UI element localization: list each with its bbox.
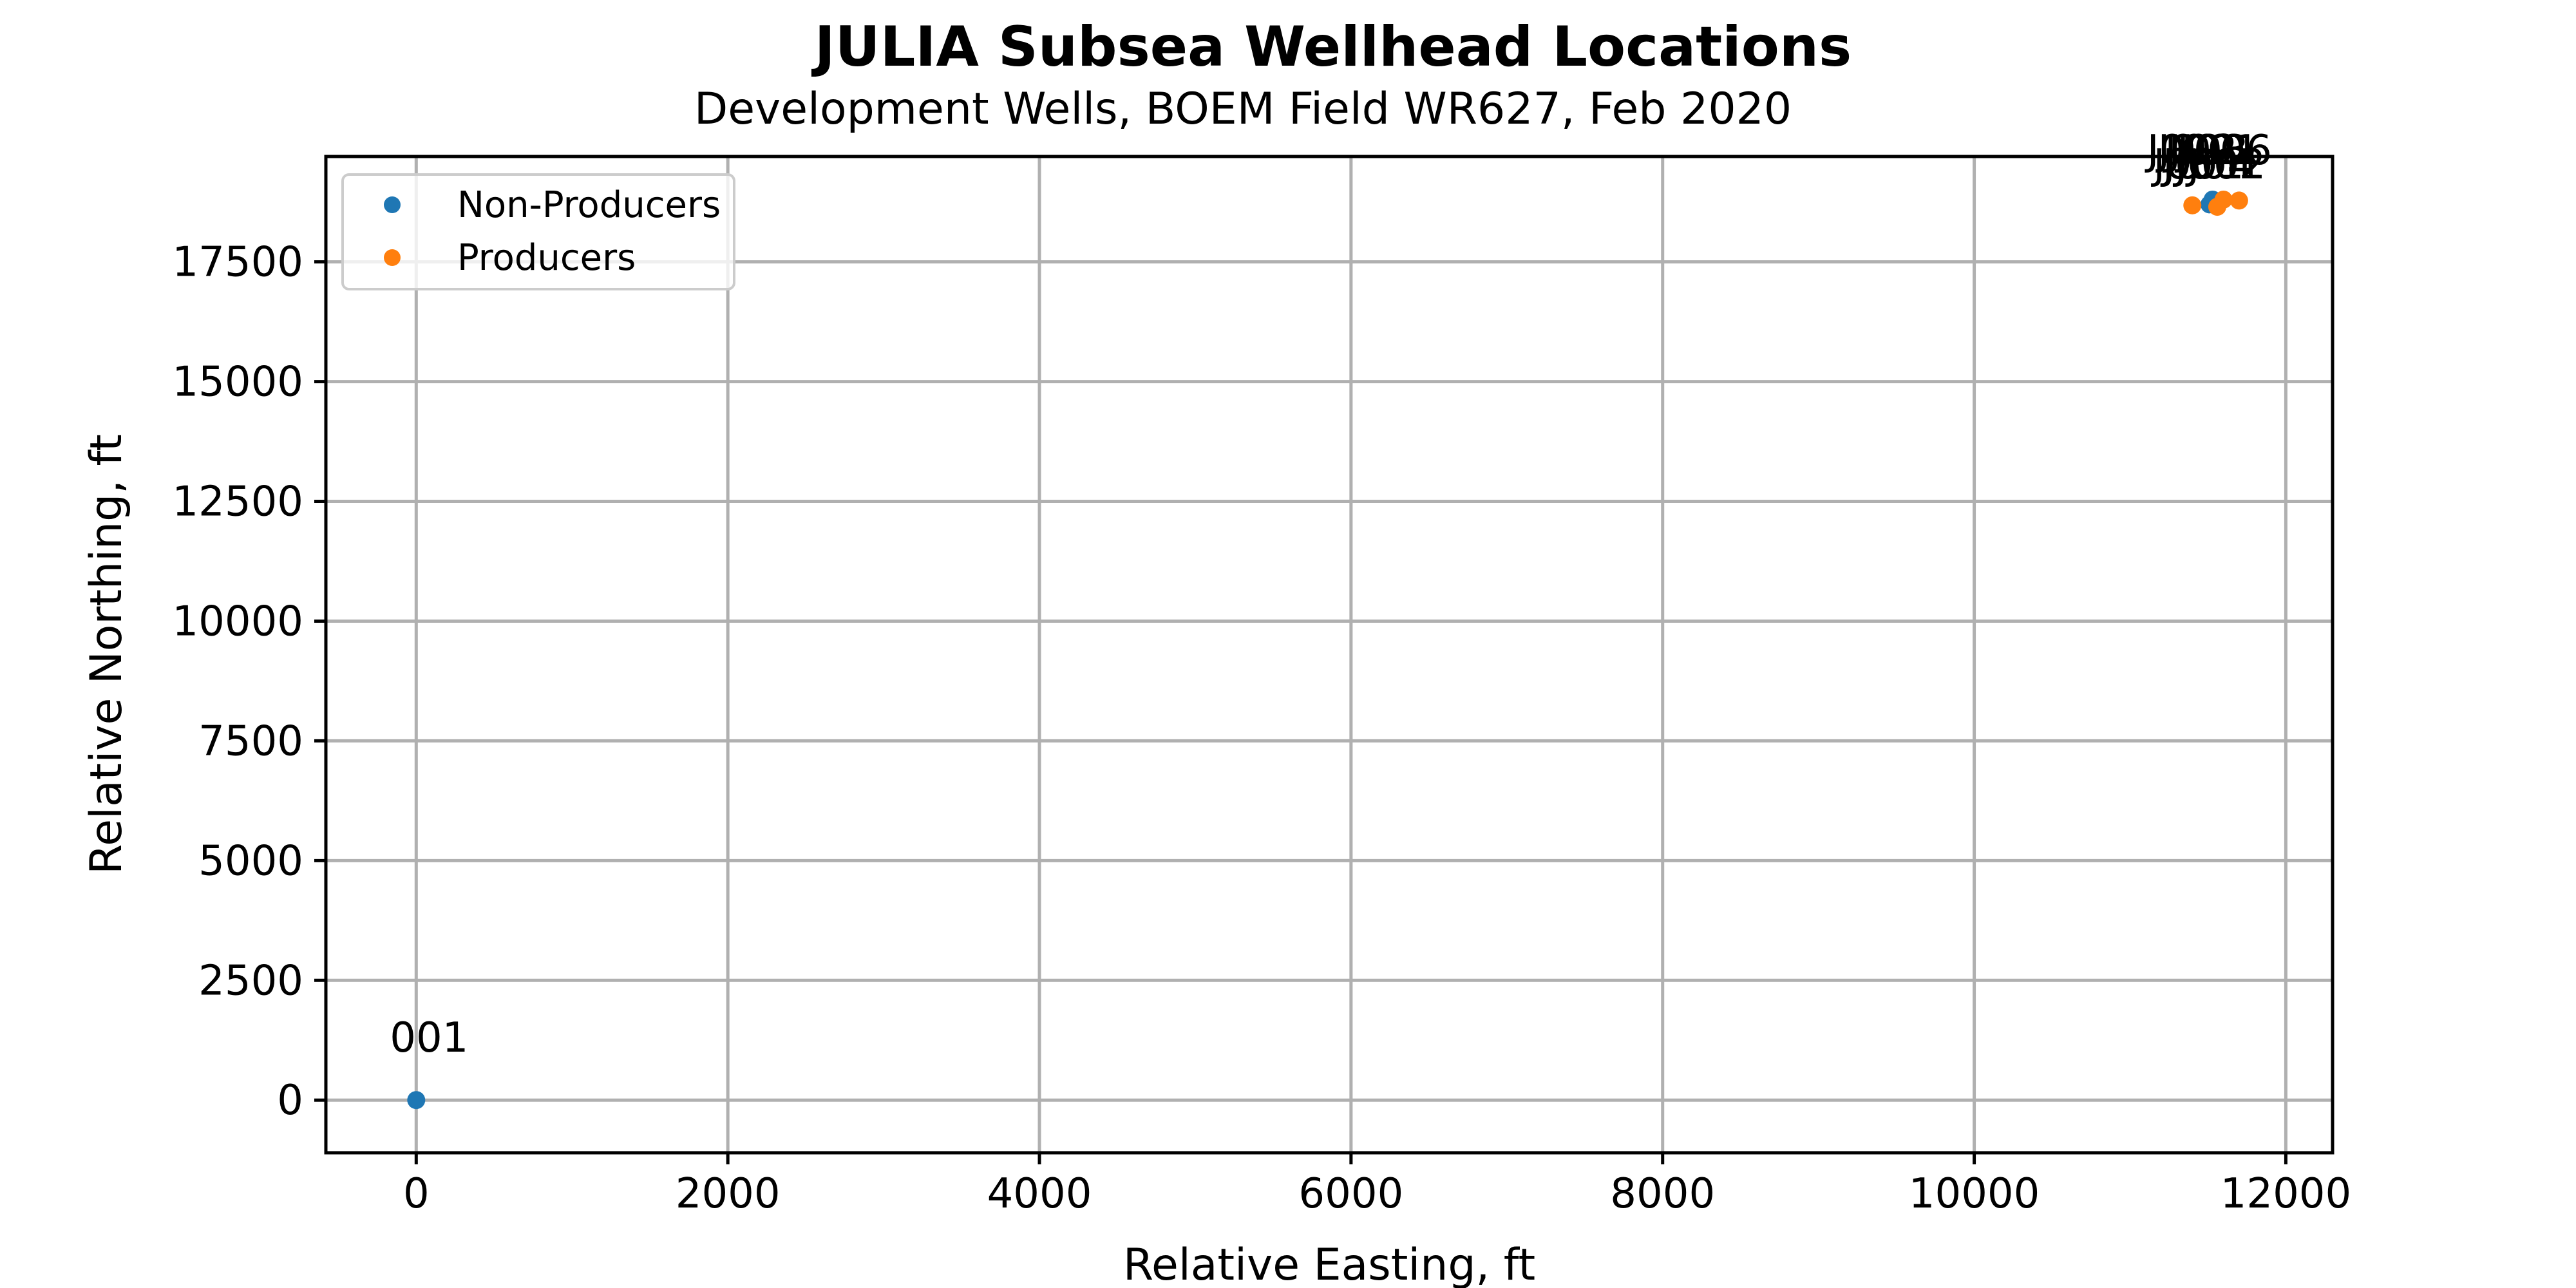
chart-subtitle: Development Wells, BOEM Field WR627, Feb…	[694, 84, 1792, 135]
legend-box	[341, 173, 735, 290]
point-layer	[407, 190, 2248, 1110]
plot-frame	[324, 155, 2334, 1155]
data-point-producers	[2183, 196, 2202, 214]
x-tick-label: 0	[403, 1170, 430, 1218]
cluster-well-label: J004	[2160, 141, 2253, 189]
y-tick-label: 15000	[172, 359, 303, 406]
cluster-well-label: J002	[2172, 141, 2266, 189]
x-tick-label: 6000	[1298, 1170, 1403, 1218]
x-axis-label: Relative Easting, ft	[1123, 1240, 1535, 1288]
tick-layer: 0 2000 4000 6000 8000 10000 12000 0 2500 5000 7500…	[172, 239, 2351, 1218]
y-tick-label: 7500	[198, 717, 303, 765]
y-tick-label: 17500	[172, 239, 303, 287]
y-tick-label: 0	[277, 1077, 303, 1124]
cluster-well-label: J001	[2150, 141, 2244, 189]
cluster-well-label: 1	[2237, 141, 2263, 189]
chart-title: JULIA Subsea Wellhead Locations	[811, 15, 1852, 79]
cluster-well-label: J006	[2179, 127, 2272, 175]
legend: Non-Producers Producers	[341, 173, 735, 290]
x-tick-label: 4000	[987, 1170, 1092, 1218]
legend-label-producers: Producers	[457, 237, 636, 279]
data-point-producers	[2214, 190, 2233, 209]
x-tick-label: 8000	[1610, 1170, 1715, 1218]
x-tick-label: 12000	[2221, 1170, 2352, 1218]
cluster-well-label: J002	[2145, 127, 2238, 175]
y-tick-label: 2500	[198, 957, 303, 1005]
y-tick-label: 10000	[172, 598, 303, 645]
cluster-well-label: J001	[2166, 127, 2260, 175]
legend-marker-non-producers	[384, 196, 401, 213]
cluster-well-label: JJ	[2162, 127, 2189, 175]
x-tick-label: 10000	[1909, 1170, 2040, 1218]
legend-label-non-producers: Non-Producers	[457, 184, 721, 226]
data-point-producers	[2230, 191, 2248, 210]
cluster-well-label: J003	[2155, 127, 2249, 175]
well-label: 001	[390, 1014, 468, 1062]
grid-layer	[326, 156, 2333, 1153]
y-tick-label: 12500	[172, 478, 303, 526]
x-tick-label: 2000	[676, 1170, 781, 1218]
y-axis-label: Relative Northing, ft	[81, 434, 132, 875]
y-tick-label: 5000	[198, 837, 303, 885]
data-point-non-producers	[407, 1091, 426, 1110]
cluster-well-label: JJJ	[2161, 141, 2200, 189]
legend-marker-producers	[384, 249, 401, 266]
